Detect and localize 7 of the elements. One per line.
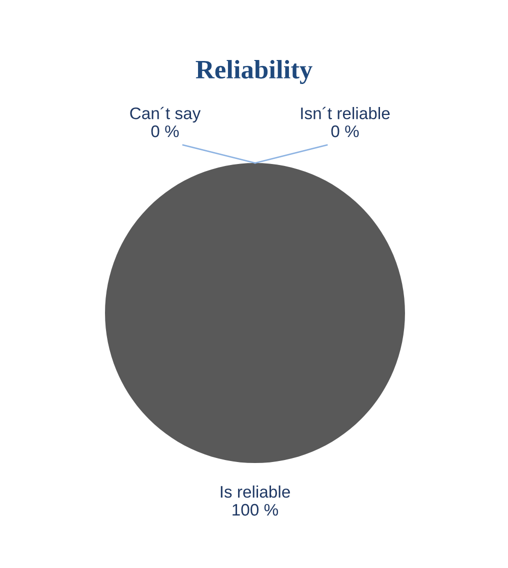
text: 0 % [151, 125, 179, 138]
data-label: 100 % [232, 504, 278, 516]
chart-title: Reliability [196, 60, 312, 84]
category-label: Can´t say [130, 106, 201, 123]
text: 0 % [331, 125, 359, 138]
slice-label: Is reliable [220, 486, 290, 498]
category-label: Isn´t reliable [301, 106, 390, 120]
